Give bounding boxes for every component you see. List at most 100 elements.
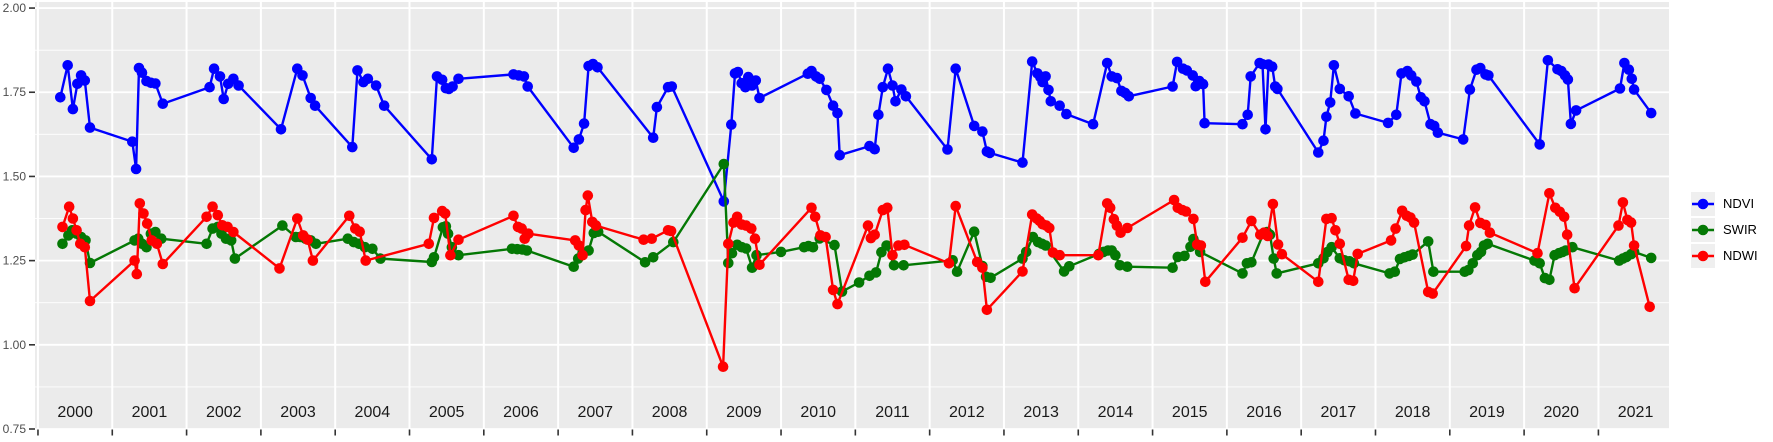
data-point-ndwi [749, 233, 761, 244]
data-point-ndvi [821, 84, 832, 96]
data-point-ndwi [157, 258, 169, 270]
data-point-swir [985, 272, 996, 284]
data-point-ndwi [887, 249, 898, 261]
data-point-ndvi [1350, 108, 1361, 119]
data-point-ndvi [1382, 117, 1394, 129]
data-point-ndwi [1613, 220, 1624, 231]
data-point-ndwi [453, 234, 464, 245]
data-point-ndvi [1457, 134, 1469, 145]
data-point-ndwi [1625, 217, 1637, 228]
data-point-ndvi [1464, 84, 1476, 95]
data-point-ndwi [1267, 198, 1279, 210]
data-point-swir [1246, 257, 1257, 268]
data-point-ndwi [201, 211, 212, 223]
data-point-ndwi [1390, 223, 1401, 234]
data-point-ndvi [814, 73, 825, 85]
data-point-ndwi [151, 238, 163, 250]
data-point-swir [1040, 240, 1051, 251]
data-point-ndvi [297, 70, 308, 81]
data-point-ndwi [806, 202, 817, 214]
data-point-ndwi [754, 259, 765, 271]
data-point-swir [870, 267, 882, 278]
y-tick-label: 1.50 [3, 169, 27, 183]
data-point-ndvi [1260, 124, 1271, 135]
data-point-ndwi [354, 226, 366, 237]
data-point-ndwi [344, 210, 355, 222]
data-point-ndwi [439, 208, 451, 219]
line-dot-icon [1692, 250, 1714, 262]
data-point-ndvi [1242, 109, 1253, 121]
data-point-ndwi [138, 208, 149, 219]
data-point-ndvi [977, 126, 988, 137]
data-point-ndwi [79, 241, 91, 253]
data-point-ndwi [638, 234, 649, 245]
data-point-ndwi [228, 226, 239, 238]
data-point-ndvi [1411, 76, 1422, 87]
data-point-ndwi [63, 201, 75, 212]
data-point-swir [1122, 261, 1133, 273]
data-point-ndwi [717, 361, 729, 373]
data-point-ndwi [1408, 217, 1420, 228]
data-point-ndvi [573, 134, 585, 145]
data-point-ndvi [651, 101, 663, 113]
data-point-ndwi [646, 233, 657, 244]
data-point-ndvi [718, 196, 730, 207]
data-point-swir [1326, 241, 1337, 253]
data-point-swir [1467, 258, 1479, 269]
data-point-ndvi [1101, 57, 1113, 69]
data-point-ndvi [1272, 83, 1283, 95]
data-point-ndvi [1026, 56, 1038, 67]
data-point-ndwi [508, 210, 519, 222]
year-label: 2004 [355, 404, 391, 421]
data-point-ndvi [984, 147, 996, 159]
data-point-ndvi [1313, 147, 1324, 158]
data-point-swir [568, 261, 579, 273]
data-point-ndwi [1561, 229, 1573, 240]
data-point-ndvi [1614, 83, 1626, 94]
data-point-ndwi [1313, 276, 1324, 288]
data-point-ndvi [62, 60, 73, 71]
data-point-swir [1268, 253, 1279, 264]
data-point-ndvi [208, 63, 220, 74]
year-label: 2012 [949, 404, 985, 421]
data-point-ndvi [950, 63, 961, 74]
data-point-ndvi [352, 65, 363, 76]
data-point-ndvi [1054, 100, 1065, 111]
legend-item-ndwi: NDWI [1691, 243, 1758, 269]
data-point-swir [639, 257, 651, 268]
data-point-ndwi [723, 238, 734, 250]
data-point-ndwi [573, 240, 585, 251]
data-point-ndwi [899, 239, 910, 251]
data-point-swir [647, 251, 659, 263]
data-point-ndvi [55, 92, 66, 103]
data-point-ndvi [378, 100, 390, 111]
legend-label-ndvi: NDVI [1723, 196, 1755, 211]
data-point-swir [740, 243, 752, 254]
data-point-ndwi [84, 295, 96, 307]
data-point-ndvi [1017, 157, 1028, 168]
legend-key-ndvi [1691, 192, 1715, 216]
line-dot-icon [1692, 198, 1714, 210]
data-point-ndvi [942, 144, 953, 155]
data-point-ndwi [580, 204, 591, 216]
data-point-ndvi [1628, 84, 1640, 95]
data-point-ndwi [1463, 220, 1475, 231]
data-point-ndvi [834, 149, 845, 161]
year-label: 2017 [1321, 404, 1357, 421]
legend-key-swir [1691, 218, 1715, 242]
data-point-ndvi [1061, 108, 1072, 120]
data-point-ndwi [445, 249, 456, 261]
y-tick-label: 0.75 [3, 422, 27, 436]
legend-key-ndwi [1691, 244, 1715, 268]
data-point-ndvi [275, 124, 287, 135]
data-point-ndvi [1167, 81, 1178, 92]
data-point-swir [1428, 266, 1439, 278]
data-point-ndwi [1558, 211, 1570, 223]
year-label: 2010 [800, 404, 836, 421]
data-point-ndwi [1093, 249, 1104, 261]
data-point-ndvi [1570, 105, 1582, 116]
data-point-ndvi [370, 80, 382, 91]
data-point-swir [853, 277, 865, 288]
data-point-swir [201, 238, 212, 250]
data-point-ndwi [1460, 240, 1472, 252]
